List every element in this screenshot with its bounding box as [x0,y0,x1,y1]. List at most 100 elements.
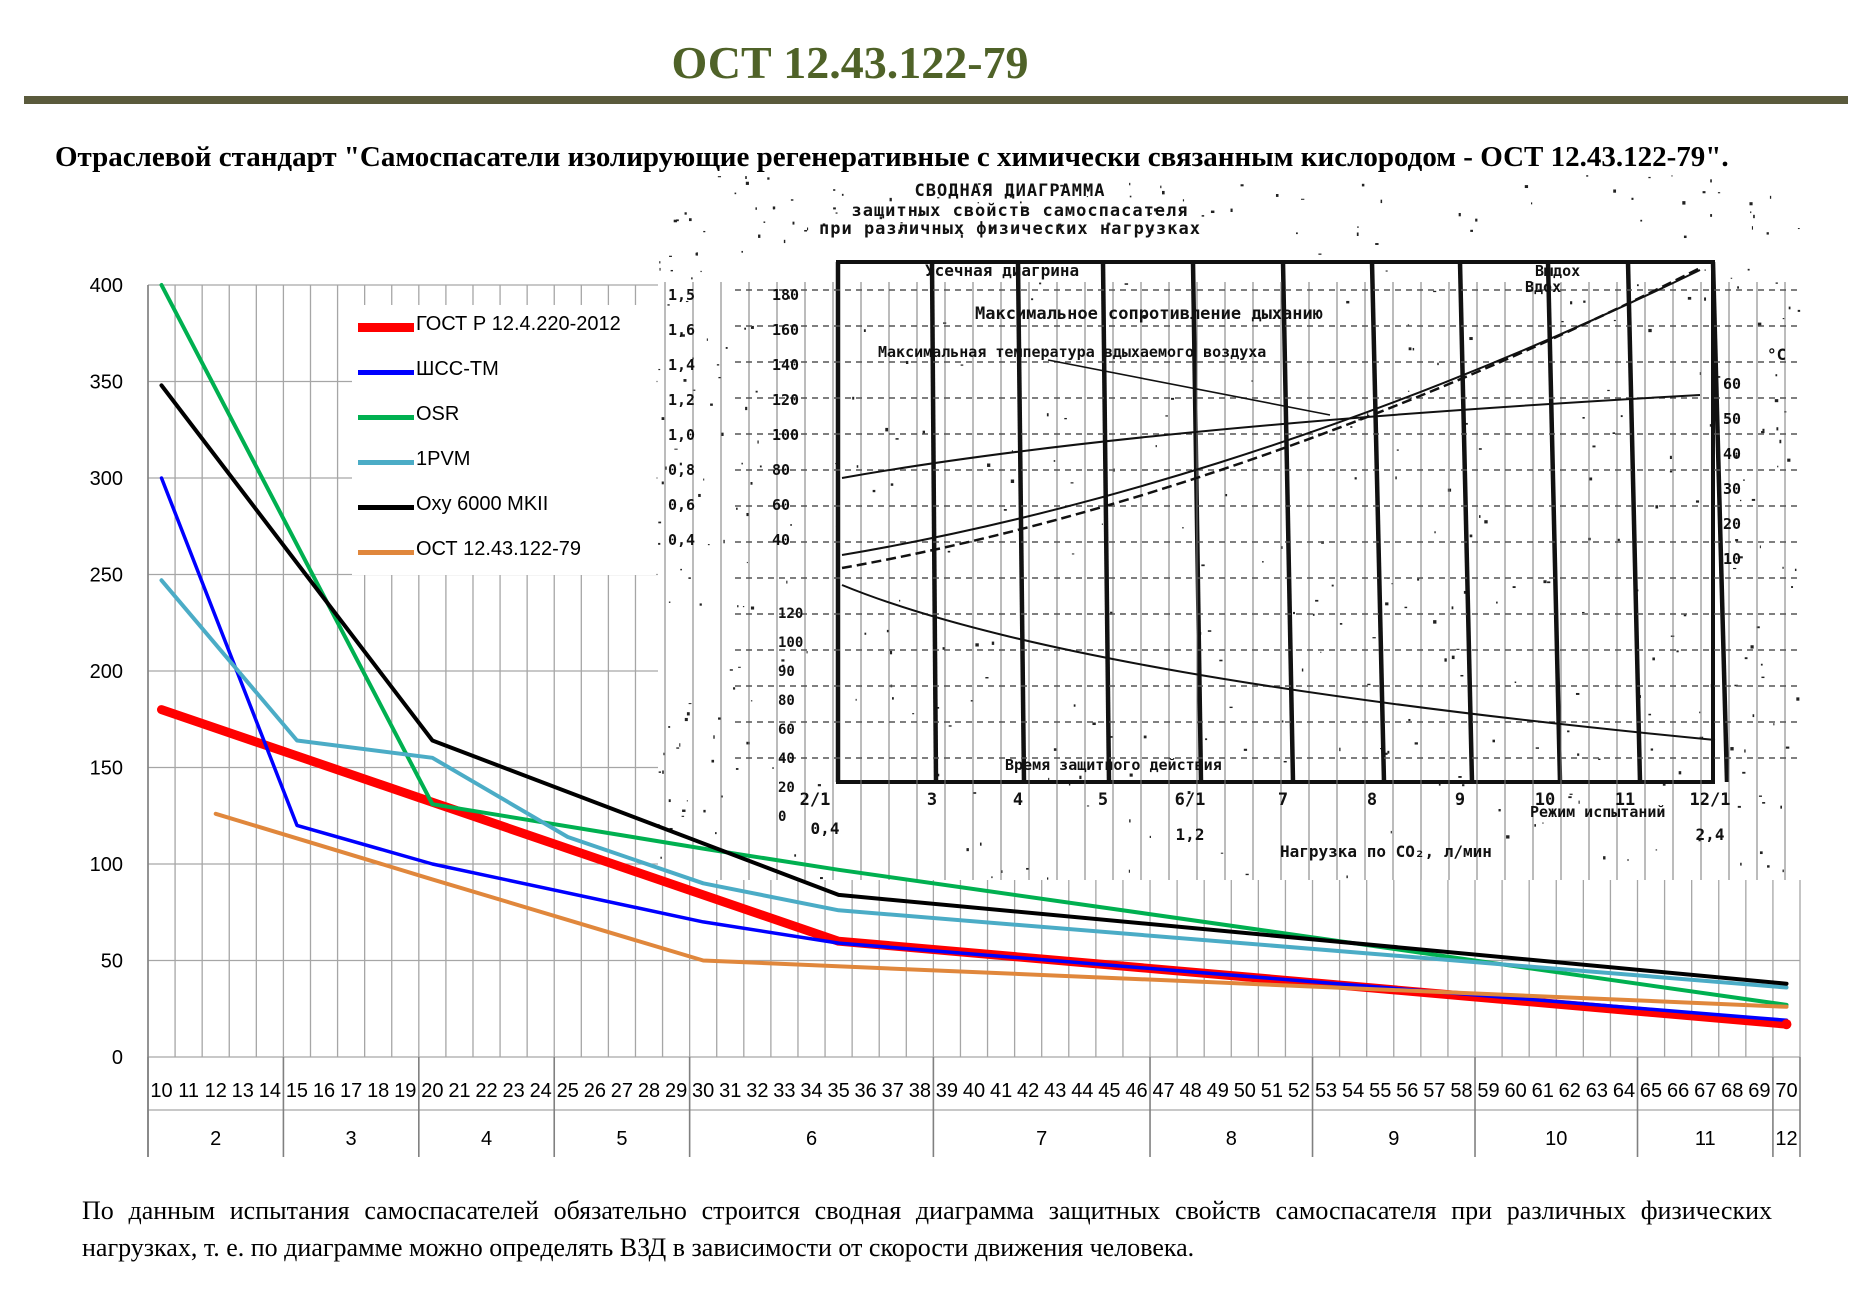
scan-speck [1358,418,1362,421]
scan-speck [1583,300,1586,303]
scan-load-label: 2,4 [1696,825,1725,844]
legend-swatch [358,415,414,420]
scan-speck [960,364,964,366]
scan-speck [1224,494,1228,497]
scan-scale-label: 120 [778,606,803,622]
scan-mode-label: 10 [1535,790,1555,810]
scan-speck [1797,228,1800,230]
scan-mode-label: 3 [927,790,937,810]
scan-speck [746,561,748,564]
scan-speck [763,221,766,223]
scan-speck [741,250,743,253]
scan-speck [1710,179,1712,183]
x-tick-label: 63 [1586,1080,1608,1102]
scan-speck [1026,867,1029,870]
scan-speck [1797,309,1801,312]
chart-series [157,283,1792,1030]
legend-item: ГОСТ Р 12.4.220-2012 [352,305,656,350]
scan-speck [1761,676,1765,679]
scan-label: Вдох [1525,278,1561,296]
scan-speck [1010,479,1015,483]
scan-speck [670,269,673,272]
scan-speck [1387,750,1390,754]
scan-speck [960,234,963,238]
x-tick-label: 54 [1342,1080,1364,1102]
x-tick-label: 34 [800,1080,822,1102]
scan-speck [1575,692,1580,695]
scan-speck [1391,583,1393,585]
scan-speck [1682,201,1686,205]
scan-speck [1071,553,1075,555]
scan-speck [1315,599,1319,602]
scan-speck [1262,561,1264,563]
scan-speck [698,493,701,497]
scan-speck [734,192,737,195]
scan-mode-line [1015,261,1027,783]
scan-speck [1613,189,1617,193]
scan-speck [804,229,807,232]
scan-speck [1148,212,1152,215]
scan-speck [1023,207,1026,209]
scan-speck [1498,808,1501,812]
scan-speck [1760,663,1763,666]
scan-scale-label: 0 [778,809,786,825]
scan-speck [1744,749,1746,753]
scan-speck [683,379,687,382]
scan-speck [1229,706,1233,709]
scan-speck [833,189,836,191]
scan-speck [1407,324,1410,327]
scan-speck [696,252,698,256]
scan-speck [922,430,926,434]
scan-speck [1339,623,1343,625]
scan-scale-label: 40 [778,751,795,767]
scan-speck [1060,184,1064,187]
scan-speck [1339,747,1341,752]
x-tick-label: 23 [502,1080,524,1102]
scan-curve-time [841,584,1716,741]
scan-speck [806,227,809,231]
x-tick-label: 21 [448,1080,470,1102]
scan-speck [1460,674,1464,677]
scan-speck [725,347,728,349]
scan-speck [1759,545,1761,549]
scan-speck [1280,546,1283,549]
scan-speck [864,632,867,635]
scan-speck [1683,235,1687,239]
x-tick-label: 36 [855,1080,877,1102]
scan-speck [1524,185,1529,189]
scan-speck [1101,523,1103,525]
x-tick-label: 70 [1775,1080,1797,1102]
scan-speck [1385,270,1388,272]
scan-speck [1567,730,1570,733]
mode-group-label: 11 [1695,1128,1716,1150]
scan-speck [889,650,893,655]
scan-speck [1678,771,1682,775]
scan-speck [772,767,774,769]
scan-speck [948,725,952,727]
scan-speck [786,580,788,584]
scan-speck [1535,747,1540,749]
scan-speck [684,212,687,215]
scan-scale-label: 40 [1723,445,1741,463]
scan-speck [991,876,993,879]
scan-speck [1433,290,1437,293]
scan-mode-label: 5 [1098,790,1108,810]
legend-swatch [358,370,414,375]
scan-speck [901,227,904,230]
scan-speck [1296,232,1298,235]
scan-speck [680,568,682,571]
scan-speck [1354,477,1357,480]
scan-speck [1129,195,1132,198]
scan-unit-label: °C [1767,345,1786,364]
scan-speck [1357,226,1359,228]
scan-speck [681,334,685,337]
scan-speck [1631,197,1634,200]
mode-group-label: 10 [1545,1128,1567,1150]
scan-speck [1367,413,1369,417]
x-tick-label: 61 [1532,1080,1554,1102]
scan-speck [1751,226,1754,230]
scan-speck [1243,748,1248,751]
mode-group-label: 8 [1226,1128,1237,1150]
scan-speck [1704,297,1707,301]
scan-speck [718,376,722,379]
